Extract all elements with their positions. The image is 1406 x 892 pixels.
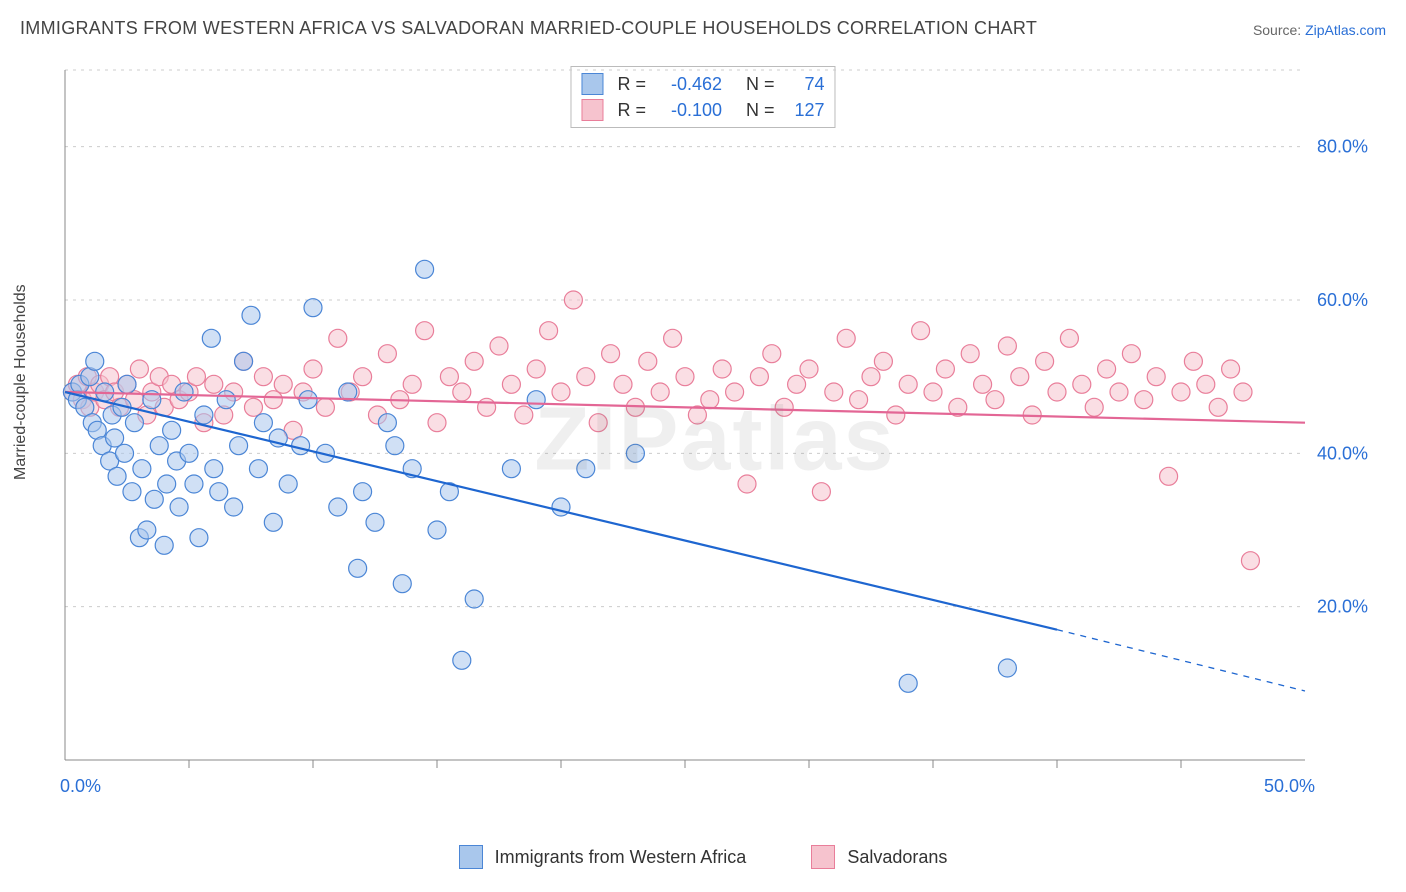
svg-text:0.0%: 0.0% xyxy=(60,776,101,796)
legend-label-a: Immigrants from Western Africa xyxy=(495,847,747,868)
scatter-chart: 20.0% 40.0% 60.0% 80.0% 0.0% 50.0% xyxy=(50,60,1380,820)
legend-item-b: Salvadorans xyxy=(811,845,947,869)
source-attribution: Source: ZipAtlas.com xyxy=(1253,22,1386,38)
legend-label-b: Salvadorans xyxy=(847,847,947,868)
swatch-a-icon xyxy=(459,845,483,869)
swatch-b-icon xyxy=(811,845,835,869)
svg-text:60.0%: 60.0% xyxy=(1317,290,1368,310)
y-axis-label: Married-couple Households xyxy=(12,284,30,480)
series-legend: Immigrants from Western Africa Salvadora… xyxy=(0,845,1406,874)
svg-text:50.0%: 50.0% xyxy=(1264,776,1315,796)
source-prefix: Source: xyxy=(1253,22,1305,38)
svg-text:80.0%: 80.0% xyxy=(1317,137,1368,157)
chart-area: ZIPatlas 20.0%40.0%60.0%80.0%0.0%50.0% xyxy=(50,60,1380,820)
svg-text:20.0%: 20.0% xyxy=(1317,597,1368,617)
chart-title: IMMIGRANTS FROM WESTERN AFRICA VS SALVAD… xyxy=(20,18,1037,39)
svg-text:40.0%: 40.0% xyxy=(1317,443,1368,463)
legend-item-a: Immigrants from Western Africa xyxy=(459,845,747,869)
source-link[interactable]: ZipAtlas.com xyxy=(1305,22,1386,38)
